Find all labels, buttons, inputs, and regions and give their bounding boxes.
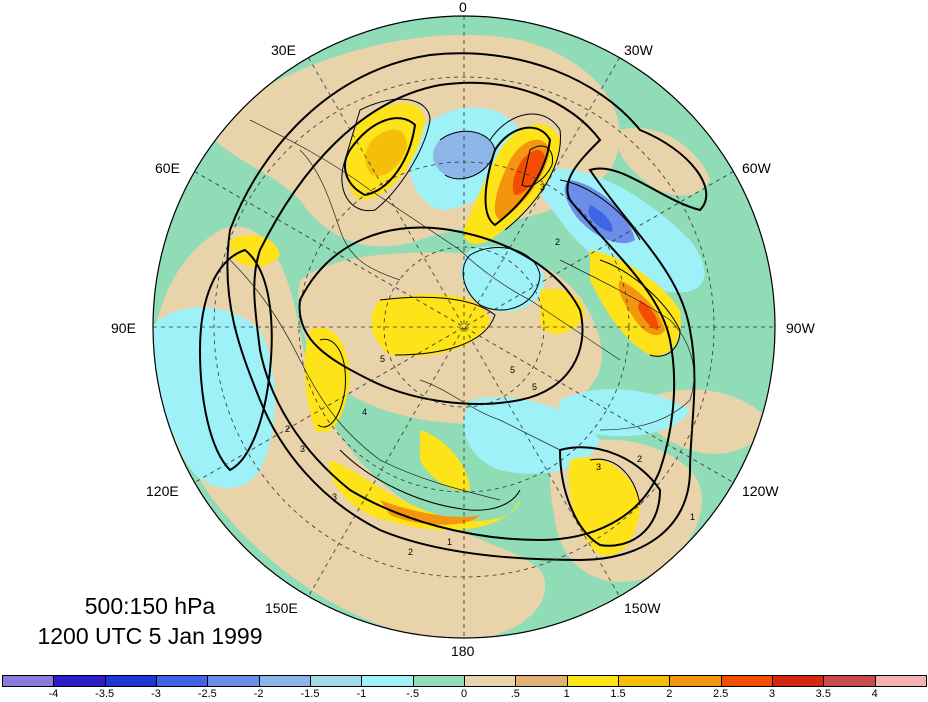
- longitude-label-90w: 90W: [786, 320, 815, 336]
- colorbar-tick-label: 2: [666, 688, 673, 700]
- colorbar-swatch: [104, 675, 157, 687]
- colorbar-swatch: [669, 675, 722, 687]
- colorbar-swatch: [772, 675, 825, 687]
- contour-labels: 2 3 4 5 2 3 5 1 2 3 5 2 1 3: [285, 182, 695, 557]
- colorbar-swatch: [412, 675, 465, 687]
- longitude-label-30e: 30E: [271, 42, 296, 58]
- colorbar-swatch: [874, 675, 927, 687]
- contour-label: 2: [408, 547, 413, 557]
- colorbar-swatch: [515, 675, 568, 687]
- colorbar-tick-label: -1.5: [300, 688, 320, 700]
- colorbar-tick-label: -4: [48, 688, 59, 700]
- contour-label: 2: [637, 454, 642, 464]
- colorbar-swatch: [207, 675, 260, 687]
- contour-label: 5: [510, 365, 515, 375]
- contour-label: 3: [596, 462, 601, 472]
- colorbar-tick-label: -2: [253, 688, 264, 700]
- colorbar-tick-label: 4: [871, 688, 878, 700]
- contour-label: 3: [540, 182, 545, 192]
- colorbar-tick-label: -2.5: [197, 688, 217, 700]
- colorbar-tick-label: -3: [151, 688, 161, 700]
- colorbar-swatch: [361, 675, 414, 687]
- colorbar-swatch: [566, 675, 619, 687]
- longitude-label-90e: 90E: [111, 320, 136, 336]
- colorbar-tick-label: .5: [510, 688, 520, 700]
- colorbar-tick-label: 1: [563, 688, 570, 700]
- thin-contours: [317, 98, 681, 511]
- colorbar-tick-label: -1: [356, 688, 367, 700]
- longitude-label-150e: 150E: [265, 600, 298, 616]
- contour-label: 1: [690, 512, 695, 522]
- contour-label: 3: [332, 492, 337, 502]
- map-border: [152, 15, 776, 639]
- colorbar-tick-label: 3.5: [815, 688, 831, 700]
- contour-label: 2: [555, 237, 560, 247]
- longitude-label-30w: 30W: [624, 42, 653, 58]
- colorbar-swatch: [823, 675, 876, 687]
- colorbar-tick-label: 2.5: [713, 688, 729, 700]
- contour-label: 4: [362, 407, 367, 417]
- contour-label: 2: [285, 424, 290, 434]
- longitude-label-0: 0: [459, 0, 467, 15]
- graticule: [153, 16, 775, 638]
- colorbar-swatch: [310, 675, 363, 687]
- colorbar-tick-label: 1.5: [610, 688, 626, 700]
- thick-contours: [198, 52, 708, 562]
- level-caption: 500:150 hPa: [84, 593, 216, 619]
- colorbar-tick-label: -.5: [406, 688, 420, 700]
- strong-positive-anomalies: [230, 103, 681, 556]
- contour-label: 1: [447, 537, 452, 547]
- contour-label: 5: [380, 354, 385, 364]
- colorbar-swatch: [2, 675, 55, 687]
- colorbar-tick-label: -3.5: [95, 688, 115, 700]
- colorbar-tick-label: 3: [768, 688, 776, 700]
- colorbar-swatch: [53, 675, 106, 687]
- contour-label: 5: [532, 382, 537, 392]
- longitude-label-150w: 150W: [624, 600, 661, 616]
- time-caption: 1200 UTC 5 Jan 1999: [37, 623, 263, 649]
- coastlines: [229, 119, 695, 501]
- colorbar-swatch: [618, 675, 671, 687]
- contour-label: 3: [300, 444, 305, 454]
- colorbar-swatch: [720, 675, 773, 687]
- colorbar-swatch: [258, 675, 311, 687]
- colorbar-tick-label: 0: [460, 688, 468, 700]
- longitude-label-120e: 120E: [146, 483, 179, 499]
- longitude-label-60w: 60W: [742, 160, 771, 176]
- colorbar-swatch: [156, 675, 209, 687]
- longitude-label-60e: 60E: [155, 160, 180, 176]
- longitude-label-180: 180: [451, 643, 475, 659]
- colorbar-swatch: [464, 675, 517, 687]
- longitude-label-120w: 120W: [742, 483, 779, 499]
